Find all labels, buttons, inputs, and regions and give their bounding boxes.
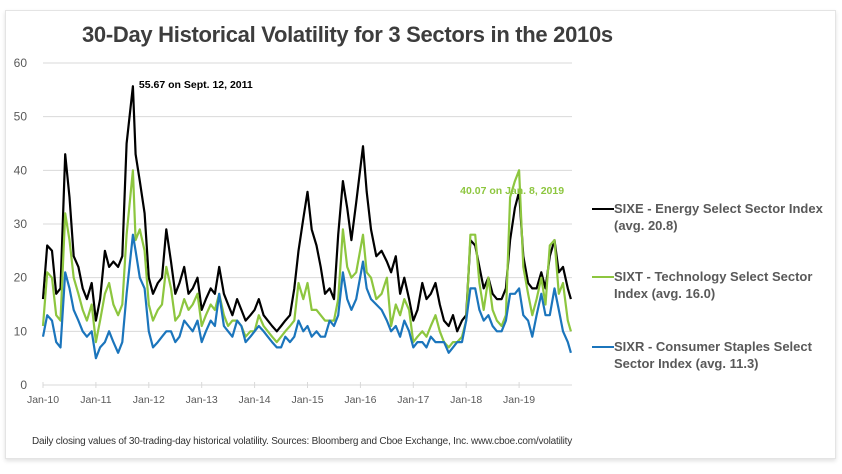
- y-tick-label-50: 50: [14, 110, 28, 124]
- y-tick-label-60: 60: [14, 56, 28, 70]
- annotation-technology-peak: 40.07 on Jan. 8, 2019: [460, 185, 564, 197]
- legend-label-technology-line2: Index (avg. 16.0): [614, 286, 716, 301]
- legend-label-energy-line1: SIXE - Energy Select Sector Index: [614, 201, 823, 216]
- x-tick-label-Jan-19: Jan-19: [503, 394, 535, 406]
- y-tick-label-0: 0: [20, 378, 27, 392]
- series-line-consumer-staples: [41, 233, 572, 360]
- legend-swatch-energy: [592, 208, 614, 210]
- legend-item-energy: SIXE - Energy Select Sector Index (avg. …: [592, 200, 832, 234]
- x-tick-label-Jan-11: Jan-11: [80, 394, 111, 406]
- legend-swatch-technology: [592, 276, 614, 278]
- series-line-energy: [41, 85, 572, 333]
- chart-footer-source: Daily closing values of 30-trading-day h…: [32, 436, 573, 447]
- y-axis-ticks: 0 10 20 30 40 50 60: [14, 56, 28, 392]
- y-tick-label-30: 30: [14, 217, 28, 231]
- x-tick-label-Jan-16: Jan-16: [344, 394, 376, 406]
- chart-card: [5, 10, 836, 459]
- x-tick-label-Jan-17: Jan-17: [397, 394, 429, 406]
- legend-label-consumer-staples-line1: SIXR - Consumer Staples Select: [614, 339, 812, 354]
- x-tick-label-Jan-10: Jan-10: [27, 394, 59, 406]
- x-tick-label-Jan-13: Jan-13: [186, 394, 218, 406]
- x-tick-label-Jan-14: Jan-14: [239, 394, 271, 406]
- legend-swatch-consumer-staples: [592, 346, 614, 348]
- legend-item-technology: SIXT - Technology Select Sector Index (a…: [592, 268, 832, 302]
- legend-label-consumer-staples-line2: Sector Index (avg. 11.3): [614, 356, 759, 371]
- legend-label-technology-line1: SIXT - Technology Select Sector: [614, 269, 813, 284]
- x-axis: Jan-10 Jan-11 Jan-12 Jan-13 Jan-14 Jan-15 Jan-…: [27, 382, 572, 406]
- y-tick-label-10: 10: [14, 324, 28, 338]
- x-tick-label-Jan-12: Jan-12: [133, 394, 165, 406]
- chart-title: 30-Day Historical Volatility for 3 Secto…: [82, 22, 613, 47]
- legend-label-energy-line2: (avg. 20.8): [614, 218, 678, 233]
- legend-item-consumer-staples: SIXR - Consumer Staples Select Sector In…: [592, 338, 832, 372]
- annotations: 55.67 on Sept. 12, 2011 40.07 on Jan. 8, …: [139, 79, 564, 197]
- annotation-energy-peak: 55.67 on Sept. 12, 2011: [139, 79, 253, 91]
- gridlines: [43, 62, 572, 332]
- x-tick-label-Jan-18: Jan-18: [450, 394, 482, 406]
- y-tick-label-20: 20: [14, 271, 28, 285]
- y-tick-label-40: 40: [14, 163, 28, 177]
- series-lines: [41, 85, 572, 360]
- series-line-technology: [41, 169, 572, 349]
- x-tick-label-Jan-15: Jan-15: [291, 394, 323, 406]
